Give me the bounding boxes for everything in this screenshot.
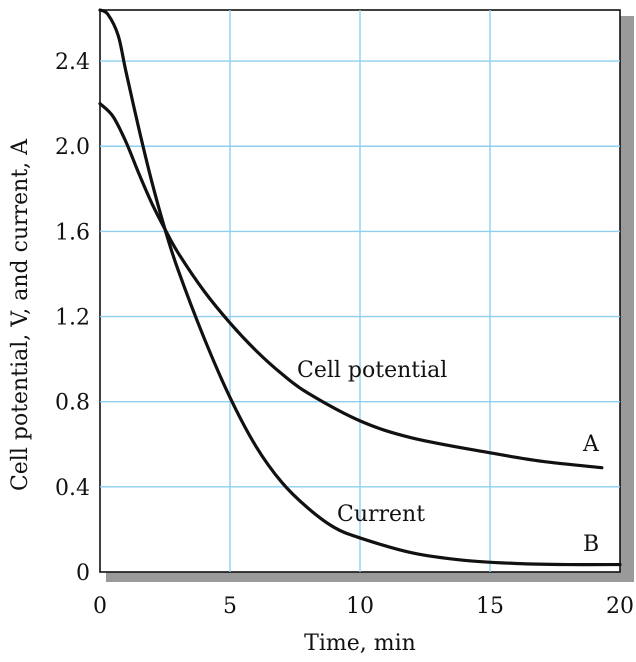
label-b: B — [583, 532, 599, 557]
label-a: A — [582, 432, 600, 457]
x-tick-label: 5 — [223, 594, 237, 619]
grid-lines — [100, 10, 620, 572]
series-cell-potential-line — [98, 102, 604, 470]
y-axis-label: Cell potential, V, and current, A — [8, 138, 33, 491]
x-tick-label: 10 — [346, 594, 374, 619]
y-tick-label: 2.0 — [55, 135, 90, 160]
x-tick-label: 15 — [476, 594, 504, 619]
cell-potential-annotation: Cell potential — [297, 358, 447, 383]
x-tick-label: 0 — [93, 594, 107, 619]
x-tick-label: 20 — [606, 594, 634, 619]
current-annotation: Current — [337, 502, 425, 527]
x-axis-label: Time, min — [304, 631, 416, 656]
curves — [98, 8, 622, 567]
y-tick-label: 0.4 — [55, 476, 90, 501]
y-tick-label: 0.8 — [55, 391, 90, 416]
y-tick-label: 1.6 — [55, 220, 90, 245]
series-current-line — [98, 8, 622, 567]
tick-labels: 0 5 10 15 20 0 0.4 0.8 1.2 1.6 2.0 2.4 — [55, 50, 634, 619]
y-tick-label: 0 — [76, 561, 90, 586]
y-tick-label: 2.4 — [55, 50, 90, 75]
y-tick-label: 1.2 — [55, 306, 90, 331]
